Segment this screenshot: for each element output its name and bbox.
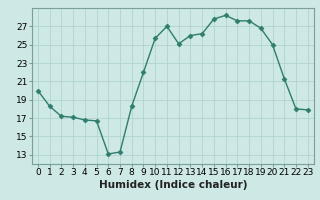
X-axis label: Humidex (Indice chaleur): Humidex (Indice chaleur) [99,180,247,190]
